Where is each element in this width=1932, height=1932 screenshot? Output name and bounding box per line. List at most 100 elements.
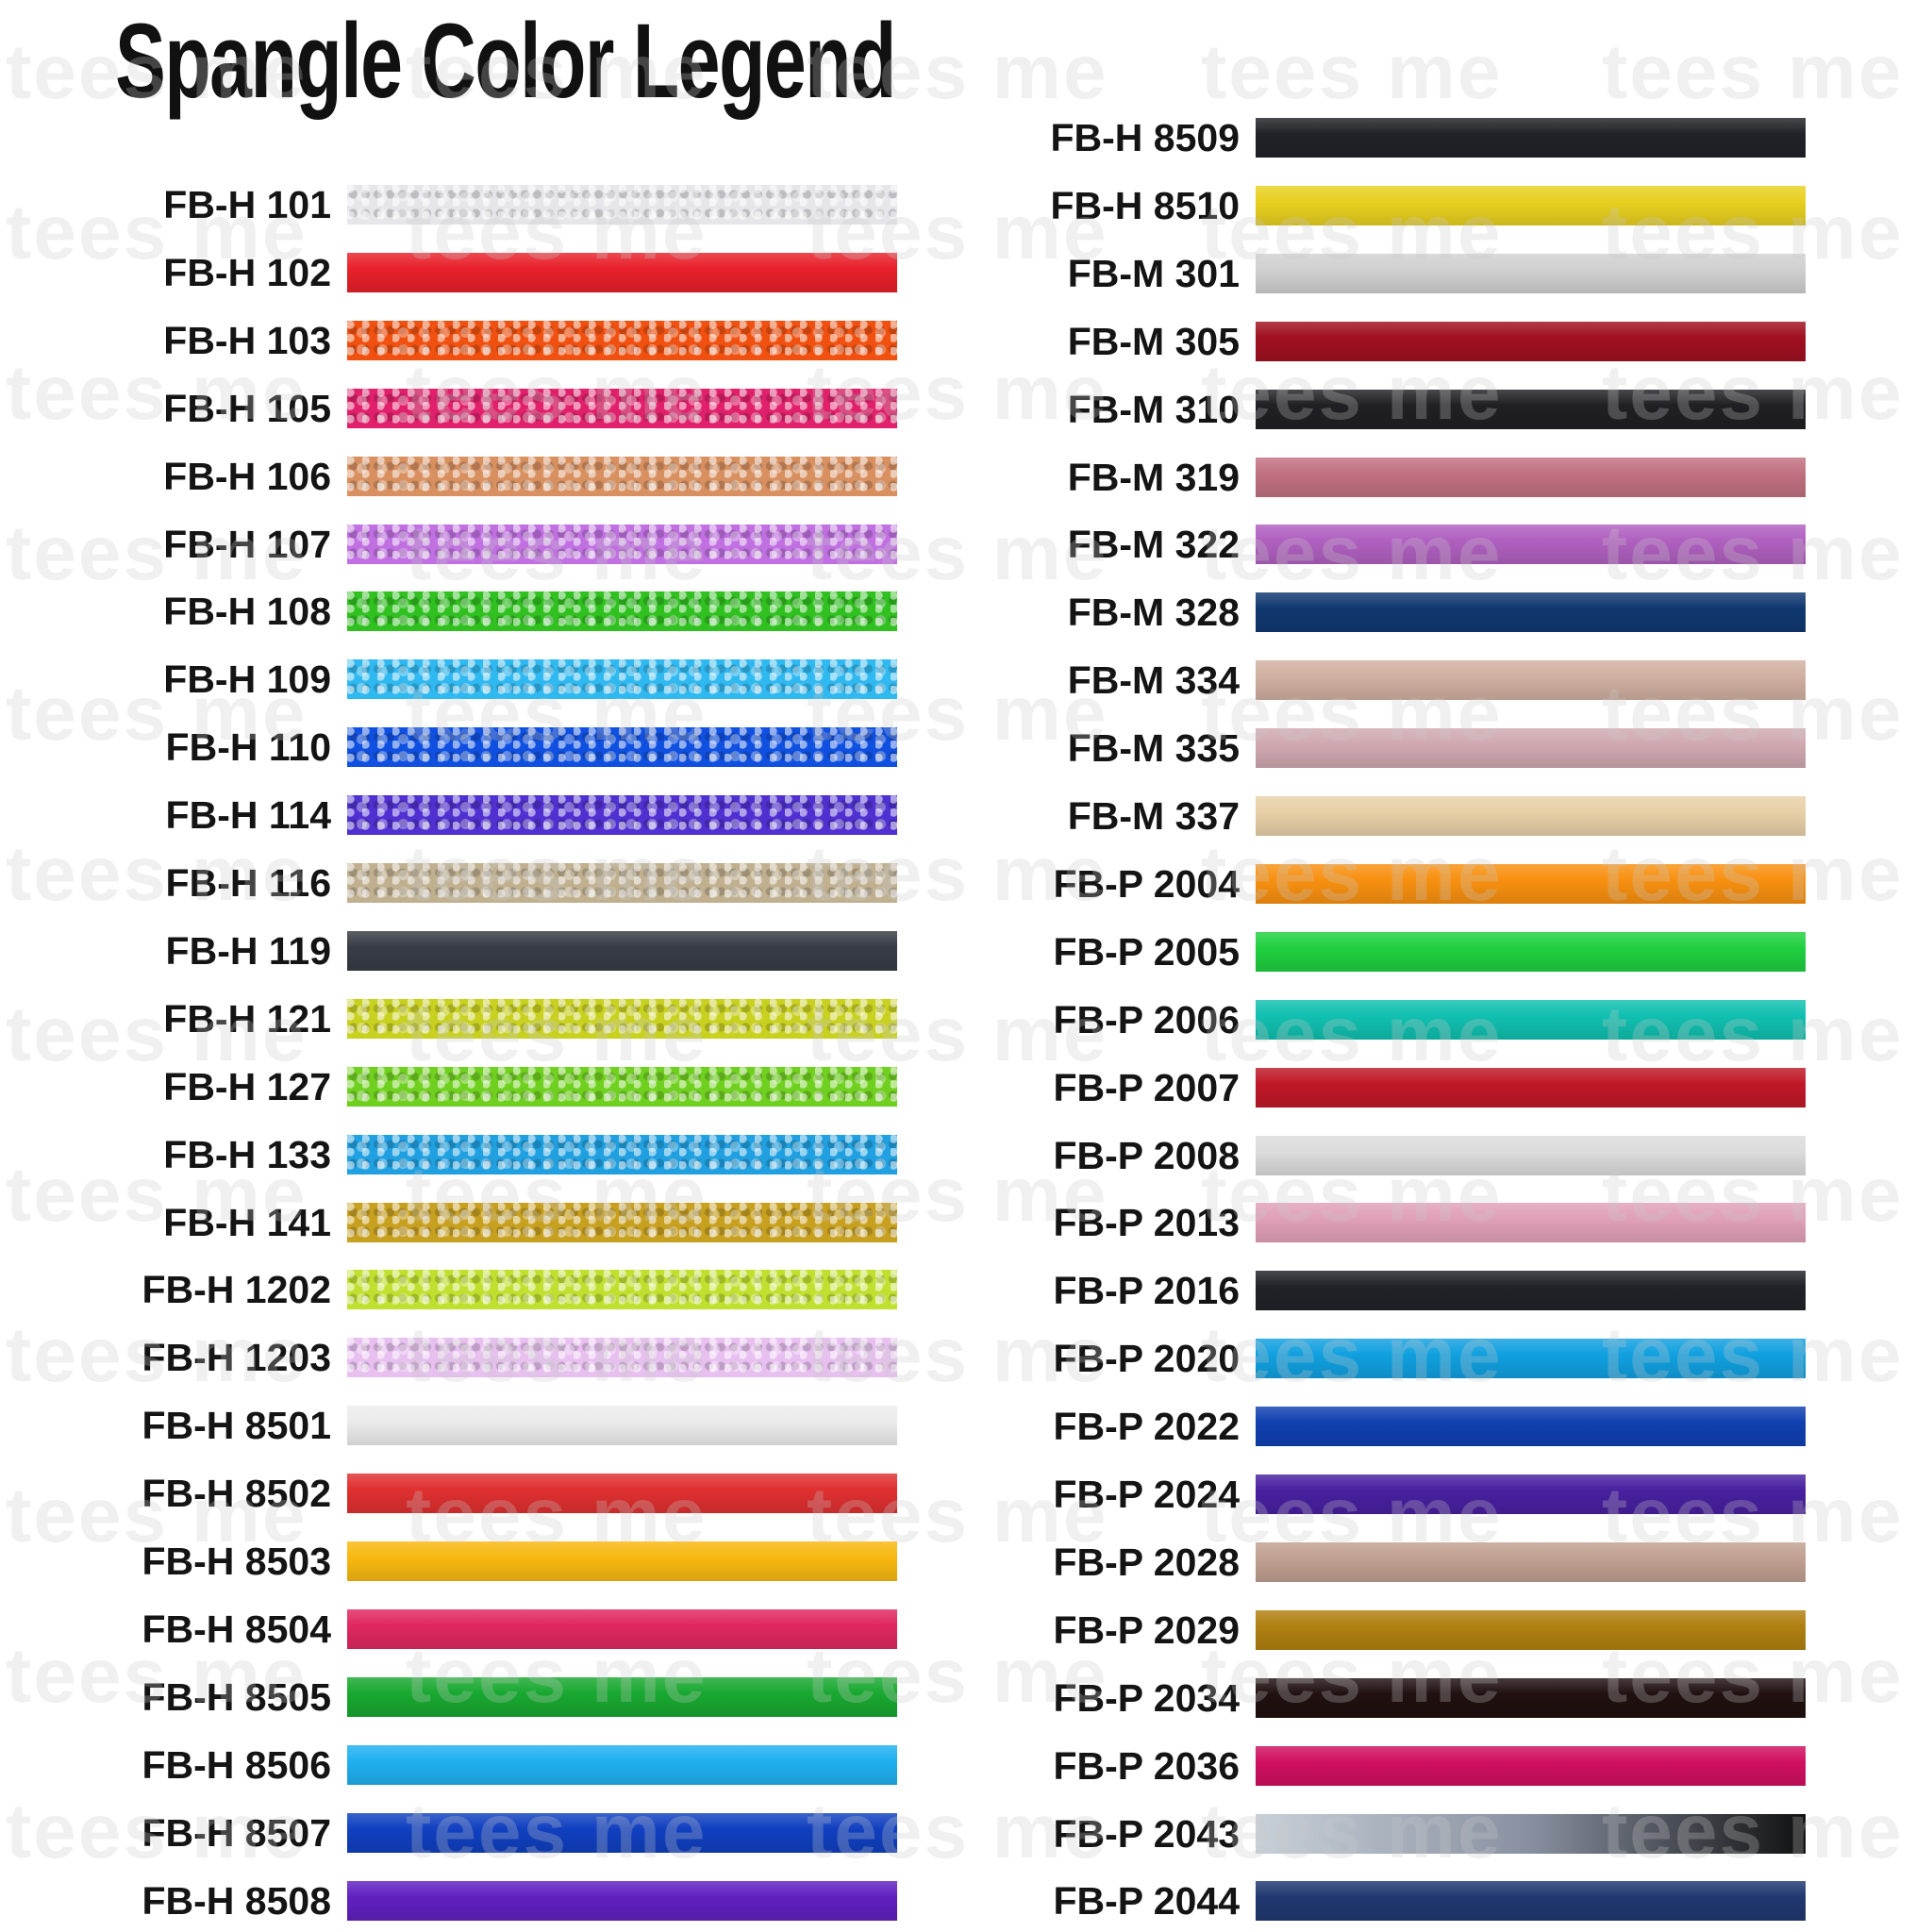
legend-row: FB-H 141 xyxy=(0,1201,897,1244)
color-code-label: FB-H 109 xyxy=(163,658,331,702)
color-swatch xyxy=(1256,728,1806,769)
color-swatch xyxy=(1256,525,1806,565)
legend-row: FB-H 8510 xyxy=(0,183,1806,227)
color-swatch xyxy=(1256,931,1806,972)
legend-row: FB-H 108 xyxy=(0,590,897,634)
page-title: Spangle Color Legend xyxy=(115,2,896,120)
color-code-label: FB-H 106 xyxy=(163,454,331,498)
color-swatch xyxy=(347,1474,897,1514)
color-swatch xyxy=(347,591,897,632)
color-code-label: FB-M 310 xyxy=(1067,387,1240,431)
color-swatch xyxy=(1256,389,1806,429)
color-code-label: FB-P 2004 xyxy=(1053,861,1240,906)
color-swatch xyxy=(347,863,897,903)
color-swatch xyxy=(347,1880,897,1921)
color-code-label: FB-H 107 xyxy=(163,522,331,566)
legend-row: FB-H 8502 xyxy=(0,1472,897,1515)
color-swatch xyxy=(347,1202,897,1242)
legend-row: FB-H 119 xyxy=(0,928,897,973)
color-code-label: FB-H 133 xyxy=(163,1132,331,1176)
color-swatch xyxy=(347,795,897,836)
color-code-label: FB-M 301 xyxy=(1067,251,1240,295)
color-swatch xyxy=(1256,1407,1806,1447)
color-code-label: FB-H 101 xyxy=(163,183,331,226)
color-swatch xyxy=(1256,660,1806,701)
color-code-label: FB-P 2022 xyxy=(1053,1405,1240,1449)
legend-row: FB-P 2043 xyxy=(0,1812,1806,1856)
color-swatch xyxy=(347,388,897,428)
legend-row: FB-P 2013 xyxy=(0,1201,1806,1244)
color-swatch xyxy=(347,320,897,360)
color-swatch xyxy=(1256,1271,1806,1311)
legend-row: FB-H 127 xyxy=(0,1064,897,1108)
color-swatch xyxy=(347,659,897,700)
legend-row: FB-P 2029 xyxy=(0,1607,1806,1652)
legend-row: FB-H 1203 xyxy=(0,1336,897,1379)
color-code-label: FB-M 305 xyxy=(1067,319,1240,363)
color-swatch xyxy=(1256,1609,1806,1650)
color-code-label: FB-H 116 xyxy=(165,861,331,905)
legend-row: FB-H 121 xyxy=(0,996,897,1041)
legend-row: FB-M 335 xyxy=(0,726,1806,770)
legend-row: FB-H 8507 xyxy=(0,1811,897,1855)
legend-row: FB-P 2005 xyxy=(0,930,1806,974)
color-swatch xyxy=(1256,592,1806,633)
color-swatch xyxy=(1256,1677,1806,1718)
legend-row: FB-P 2022 xyxy=(0,1405,1806,1449)
legend-row: FB-M 328 xyxy=(0,591,1806,634)
legend-row: FB-H 8503 xyxy=(0,1540,897,1583)
color-swatch xyxy=(1256,1474,1806,1514)
color-code-label: FB-P 2036 xyxy=(1053,1743,1240,1788)
legend-row: FB-H 103 xyxy=(0,318,897,362)
watermark-text: tees me xyxy=(1602,29,1904,115)
color-code-label: FB-H 8509 xyxy=(1050,116,1240,159)
legend-row: FB-H 101 xyxy=(0,183,897,226)
color-swatch xyxy=(347,1406,897,1446)
color-swatch xyxy=(1256,118,1806,158)
legend-row: FB-P 2024 xyxy=(0,1473,1806,1516)
legend-row: FB-P 2020 xyxy=(0,1337,1806,1380)
color-swatch xyxy=(1256,1881,1806,1922)
color-swatch xyxy=(347,252,897,292)
color-swatch xyxy=(1256,863,1806,904)
legend-row: FB-P 2007 xyxy=(0,1066,1806,1109)
color-code-label: FB-P 2016 xyxy=(1053,1269,1240,1313)
color-swatch xyxy=(1256,1813,1806,1854)
legend-row: FB-H 106 xyxy=(0,454,897,498)
color-code-label: FB-P 2006 xyxy=(1053,997,1240,1041)
color-code-label: FB-H 127 xyxy=(163,1064,331,1108)
color-code-label: FB-M 334 xyxy=(1067,658,1240,703)
color-swatch xyxy=(347,998,897,1039)
color-swatch xyxy=(1256,1067,1806,1108)
color-swatch xyxy=(1256,185,1806,225)
legend-row: FB-H 109 xyxy=(0,658,897,702)
color-code-label: FB-H 8510 xyxy=(1050,183,1240,227)
color-code-label: FB-H 8506 xyxy=(142,1742,331,1787)
color-swatch xyxy=(1256,1339,1806,1379)
color-swatch xyxy=(347,1270,897,1310)
legend-row: FB-P 2004 xyxy=(0,861,1806,906)
color-swatch xyxy=(1256,321,1806,361)
color-swatch xyxy=(347,1608,897,1649)
color-swatch xyxy=(347,1066,897,1107)
legend-row: FB-M 337 xyxy=(0,794,1806,838)
color-code-label: FB-H 108 xyxy=(163,590,331,634)
legend-row: FB-M 334 xyxy=(0,658,1806,703)
legend-row: FB-P 2034 xyxy=(0,1676,1806,1720)
color-code-label: FB-H 121 xyxy=(163,996,331,1041)
legend-row: FB-P 2044 xyxy=(0,1879,1806,1923)
legend-row: FB-H 1202 xyxy=(0,1268,897,1311)
color-code-label: FB-H 105 xyxy=(163,386,331,430)
color-code-label: FB-P 2008 xyxy=(1053,1133,1240,1177)
legend-row: FB-H 110 xyxy=(0,725,897,769)
color-swatch xyxy=(347,1744,897,1785)
color-code-label: FB-M 337 xyxy=(1067,794,1240,838)
color-code-label: FB-M 319 xyxy=(1067,455,1240,499)
legend-row: FB-P 2006 xyxy=(0,997,1806,1041)
color-code-label: FB-H 103 xyxy=(163,318,331,362)
color-code-label: FB-P 2029 xyxy=(1053,1607,1240,1652)
color-code-label: FB-H 119 xyxy=(165,928,331,973)
color-swatch xyxy=(1256,457,1806,497)
legend-row: FB-H 8508 xyxy=(0,1879,897,1923)
color-swatch xyxy=(347,185,897,225)
